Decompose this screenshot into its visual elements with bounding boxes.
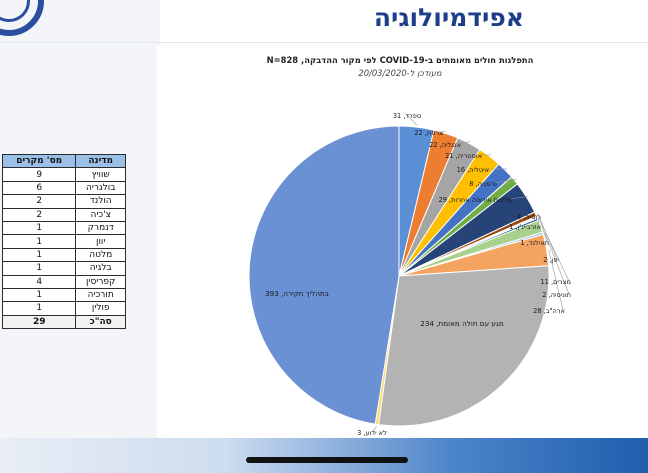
country-cell: קפריסין xyxy=(75,274,126,289)
pie-chart: התפלגות חולים מאומתים ב-COVID-19 לפי מקו… xyxy=(248,55,571,437)
pie-slices xyxy=(248,125,550,427)
leader-line xyxy=(494,178,517,184)
page-title: אפידמיולוגיה xyxy=(373,3,524,32)
count-cell: 1 xyxy=(1,261,77,276)
pie-slice xyxy=(248,125,400,425)
table-row: מלטה 1 xyxy=(1,247,126,263)
country-cell: דנמרק xyxy=(75,220,126,236)
slice-label: מגע עם חולה מאומת, 234 xyxy=(420,319,504,328)
country-cell: הולנד xyxy=(75,194,126,209)
table-row: בולגריה 6 xyxy=(1,180,126,196)
cases-by-country-table: מדינה מס' מקרים שוויץ 9 בולגריה 6 הולנד 2 צ… xyxy=(1,153,126,330)
leader-line xyxy=(537,213,540,217)
slice-label: תאילנד, 1 xyxy=(520,239,549,247)
slice-label: בתהליך חקירה, 393 xyxy=(265,289,329,298)
slice-label: צרפת, 22 xyxy=(414,129,443,137)
table-row: יוון 1 xyxy=(1,234,126,249)
table-row: דנמרק 1 xyxy=(1,220,126,236)
home-indicator[interactable] xyxy=(246,457,408,463)
table-row: בלגיה 1 xyxy=(1,261,126,276)
slice-label: מדינות אירופה אחרות, 29 xyxy=(439,196,513,204)
leader-line xyxy=(539,218,558,260)
slice-label: אזרבייג'ן, 1 xyxy=(509,223,541,231)
chart-subtitle: מעודכן ל-20/03/2020 xyxy=(358,68,442,78)
count-cell: 1 xyxy=(1,287,77,303)
total-label-cell: סה"כ xyxy=(75,314,126,330)
table-row: הולנד 2 xyxy=(1,194,126,209)
slice-label: תוניסיה, 2 xyxy=(542,291,571,299)
slice-label: רוסיה, 4 xyxy=(517,213,541,221)
leader-line xyxy=(509,196,529,200)
pie-labels: ספרד, 31 צרפת, 22 אנגליה, 22 אוסטריה, 21 איט… xyxy=(265,112,571,437)
count-cell: 1 xyxy=(1,301,77,316)
column-header-count: מס' מקרים xyxy=(1,153,77,169)
slice-label: אנגליה, 22 xyxy=(429,141,461,149)
leader-line xyxy=(371,426,377,433)
title-divider xyxy=(0,42,648,43)
count-cell: 2 xyxy=(1,194,77,209)
slice-label: לא ידוע, 3 xyxy=(357,429,387,437)
table-header-row: מדינה מס' מקרים xyxy=(1,153,126,169)
slice-label: איטליה, 16 xyxy=(457,166,489,174)
leader-line xyxy=(542,225,570,282)
leader-line xyxy=(544,232,570,295)
slice-label: אוסטריה, 21 xyxy=(445,152,482,160)
slice-label: יפן, 2 xyxy=(543,256,559,264)
table-row: פולין 1 xyxy=(1,301,126,316)
footer-band xyxy=(0,438,648,473)
count-cell: 1 xyxy=(1,247,77,263)
country-cell: מלטה xyxy=(75,247,126,263)
pie-leader-lines xyxy=(371,114,570,433)
slice-label: גרמניה, 8 xyxy=(469,180,497,188)
leader-line xyxy=(406,114,418,126)
country-cell: בלגיה xyxy=(75,261,126,276)
total-count-cell: 29 xyxy=(1,314,77,330)
country-cell: יוון xyxy=(75,234,126,249)
country-cell: תורכיה xyxy=(75,287,126,303)
chart-panel: התפלגות חולים מאומתים ב-COVID-19 לפי מקו… xyxy=(157,46,648,441)
table-row: תורכיה 1 xyxy=(1,287,126,303)
pie-slice xyxy=(378,265,550,427)
column-header-country: מדינה xyxy=(75,153,126,169)
count-cell: 1 xyxy=(1,220,77,236)
slice-label: ארה"ב, 28 xyxy=(533,307,565,315)
slice-label: מצרים, 11 xyxy=(540,278,571,286)
leader-line xyxy=(538,216,548,243)
country-cell: פולין xyxy=(75,301,126,316)
count-cell: 6 xyxy=(1,180,77,196)
leader-line xyxy=(548,249,564,311)
count-cell: 4 xyxy=(1,274,77,289)
slice-label: ספרד, 31 xyxy=(393,112,421,120)
country-cell: צ'כיה xyxy=(75,207,126,222)
chart-title: התפלגות חולים מאומתים ב-COVID-19 לפי מקו… xyxy=(267,55,534,65)
table-total-row: סה"כ 29 xyxy=(1,314,126,330)
leader-line xyxy=(458,141,471,145)
table-row: קפריסין 4 xyxy=(1,274,126,289)
count-cell: 2 xyxy=(1,207,77,222)
country-cell: שוויץ xyxy=(75,167,126,182)
table-row: שוויץ 9 xyxy=(1,167,126,182)
table-row: צ'כיה 2 xyxy=(1,207,126,222)
country-cell: בולגריה xyxy=(75,180,126,196)
count-cell: 1 xyxy=(1,234,77,249)
count-cell: 9 xyxy=(1,167,77,182)
